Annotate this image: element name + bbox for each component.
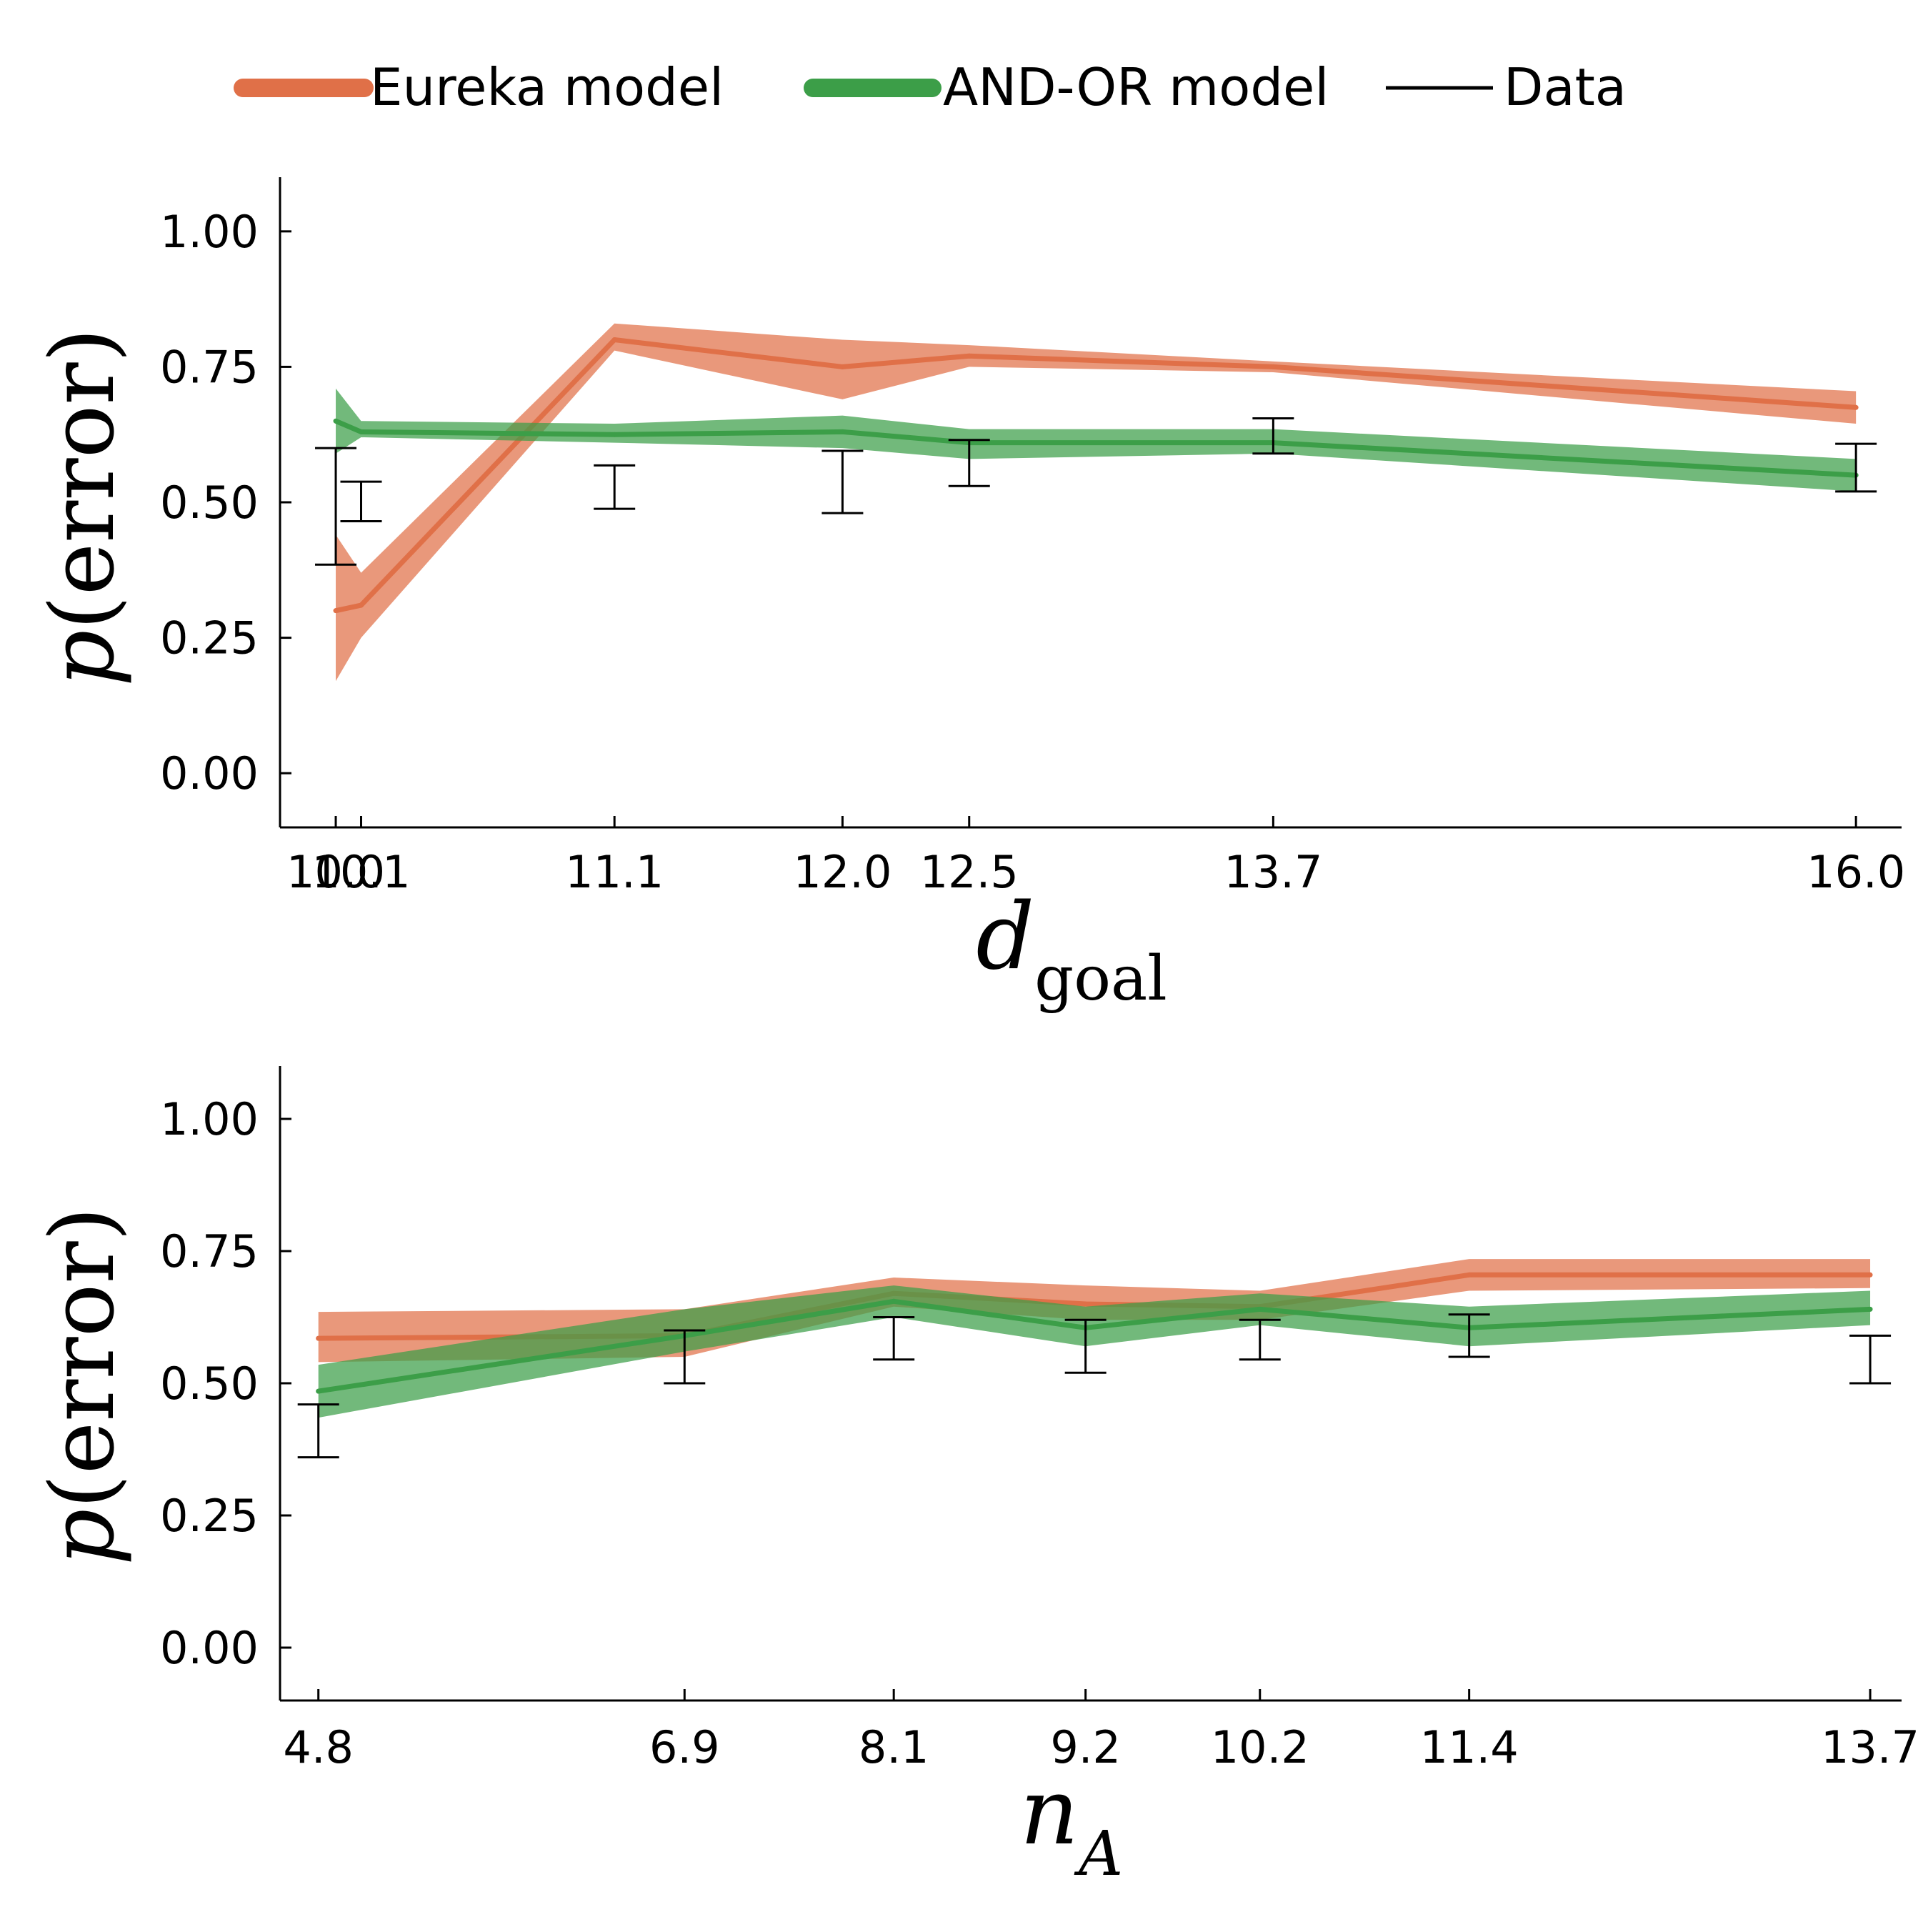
x-tick-label: 10.2 <box>1211 1721 1309 1773</box>
series-point-andor <box>316 1388 321 1394</box>
series-point-eureka <box>1270 364 1276 369</box>
series-point-eureka <box>1467 1272 1472 1278</box>
y-tick-label: 0.25 <box>160 612 259 664</box>
series-point-andor <box>839 429 845 434</box>
x-tick-label: 8.1 <box>859 1721 929 1773</box>
y-tick-label: 1.00 <box>160 206 259 258</box>
y-tick-label: 0.50 <box>160 477 259 529</box>
x-axis-label-main: d <box>976 884 1034 990</box>
data-errorbar <box>664 1329 706 1385</box>
y-tick-label: 0.25 <box>160 1490 259 1542</box>
data-errorbar <box>340 480 382 523</box>
data-errorbar <box>297 1403 339 1459</box>
x-axis-label-main: n <box>1020 1759 1079 1866</box>
x-tick-label: 13.7 <box>1821 1721 1919 1773</box>
x-tick-label: 6.9 <box>649 1721 720 1773</box>
series-point-eureka <box>967 353 972 359</box>
data-errorbar <box>594 464 636 510</box>
x-tick-label: 13.7 <box>1224 846 1322 898</box>
data-errorbar <box>873 1316 915 1361</box>
series-eureka <box>333 323 1859 682</box>
data-errorbar <box>948 439 990 487</box>
legend-entry-and-or-model: AND-OR model <box>804 57 1329 117</box>
y-tick-label: 0.75 <box>160 1225 259 1278</box>
data-errorbar <box>1835 442 1877 493</box>
series-band-andor <box>318 1285 1871 1418</box>
x-axis-label-sub: A <box>1074 1818 1123 1890</box>
x-axis-label-sub: goal <box>1034 943 1167 1015</box>
x-tick-label: 9.2 <box>1050 1721 1121 1773</box>
legend-entry-eureka-model: Eureka model <box>234 57 724 117</box>
series-band-eureka <box>336 323 1857 682</box>
x-axis-label: nA <box>1020 1759 1124 1890</box>
x-tick-label: 11.1 <box>565 846 664 898</box>
data-errorbars <box>297 1313 1892 1459</box>
legend-entry-data: Data <box>1386 57 1627 117</box>
y-axis-label-p: p <box>31 1509 134 1565</box>
x-tick-label: 16.0 <box>1807 846 1905 898</box>
y-axis-label: p(error) <box>31 1207 134 1565</box>
data-errorbar <box>821 449 864 514</box>
series-point-eureka <box>611 337 617 342</box>
series-point-andor <box>891 1298 896 1304</box>
data-errorbar <box>1064 1318 1107 1374</box>
series-point-eureka <box>1853 404 1859 410</box>
series-band-andor <box>336 388 1857 492</box>
x-tick-label: 12.0 <box>793 846 891 898</box>
x-tick-label: 12.5 <box>920 846 1019 898</box>
data-errorbar <box>1239 1318 1281 1361</box>
series-point-eureka <box>1867 1272 1873 1278</box>
data-errorbar <box>1849 1334 1892 1385</box>
series-point-eureka <box>316 1335 321 1341</box>
y-axis-label-error: (error) <box>31 1207 134 1509</box>
x-tick-label: 10.0 <box>286 846 385 898</box>
y-tick-label: 0.00 <box>160 1622 259 1674</box>
legend-label: Data <box>1504 57 1627 117</box>
series-point-andor <box>1257 1306 1263 1312</box>
x-tick-label: 10.1 <box>311 846 410 898</box>
legend: Eureka model AND-OR model Data <box>234 57 1627 117</box>
data-errorbar <box>1252 417 1294 455</box>
legend-label: AND-OR model <box>943 57 1329 117</box>
legend-label: Eureka model <box>370 57 724 117</box>
series-point-andor <box>1867 1306 1873 1312</box>
data-errorbar <box>315 447 357 566</box>
data-errorbar <box>1448 1313 1490 1358</box>
x-tick-label: 4.8 <box>283 1721 354 1773</box>
y-axis-label-error: (error) <box>31 328 134 630</box>
y-tick-label: 0.00 <box>160 747 259 800</box>
y-tick-label: 0.75 <box>160 341 259 393</box>
series-point-eureka <box>839 364 845 369</box>
series-point-eureka <box>1083 1301 1089 1307</box>
y-axis-label-p: p <box>31 630 134 687</box>
series-point-eureka <box>359 602 364 608</box>
y-tick-label: 1.00 <box>160 1093 259 1145</box>
data-errorbars <box>315 417 1877 566</box>
series-point-eureka <box>333 608 339 614</box>
series-point-andor <box>333 418 339 424</box>
chart-panel-2: 0.00 0.25 0.50 0.75 1.00 4.8 6.9 8.1 9.2 10.2 11.4… <box>31 1066 1919 1890</box>
series-point-andor <box>359 429 364 434</box>
chart-panel-1: 0.00 0.25 0.50 0.75 1.00 10.010.1 11.1 12.0 12.5… <box>31 177 1905 1015</box>
y-tick-label: 0.50 <box>160 1358 259 1410</box>
series-point-andor <box>611 432 617 437</box>
y-axis-label: p(error) <box>31 328 134 687</box>
x-axis-label: dgoal <box>976 884 1167 1015</box>
x-tick-label: 11.4 <box>1420 1721 1519 1773</box>
